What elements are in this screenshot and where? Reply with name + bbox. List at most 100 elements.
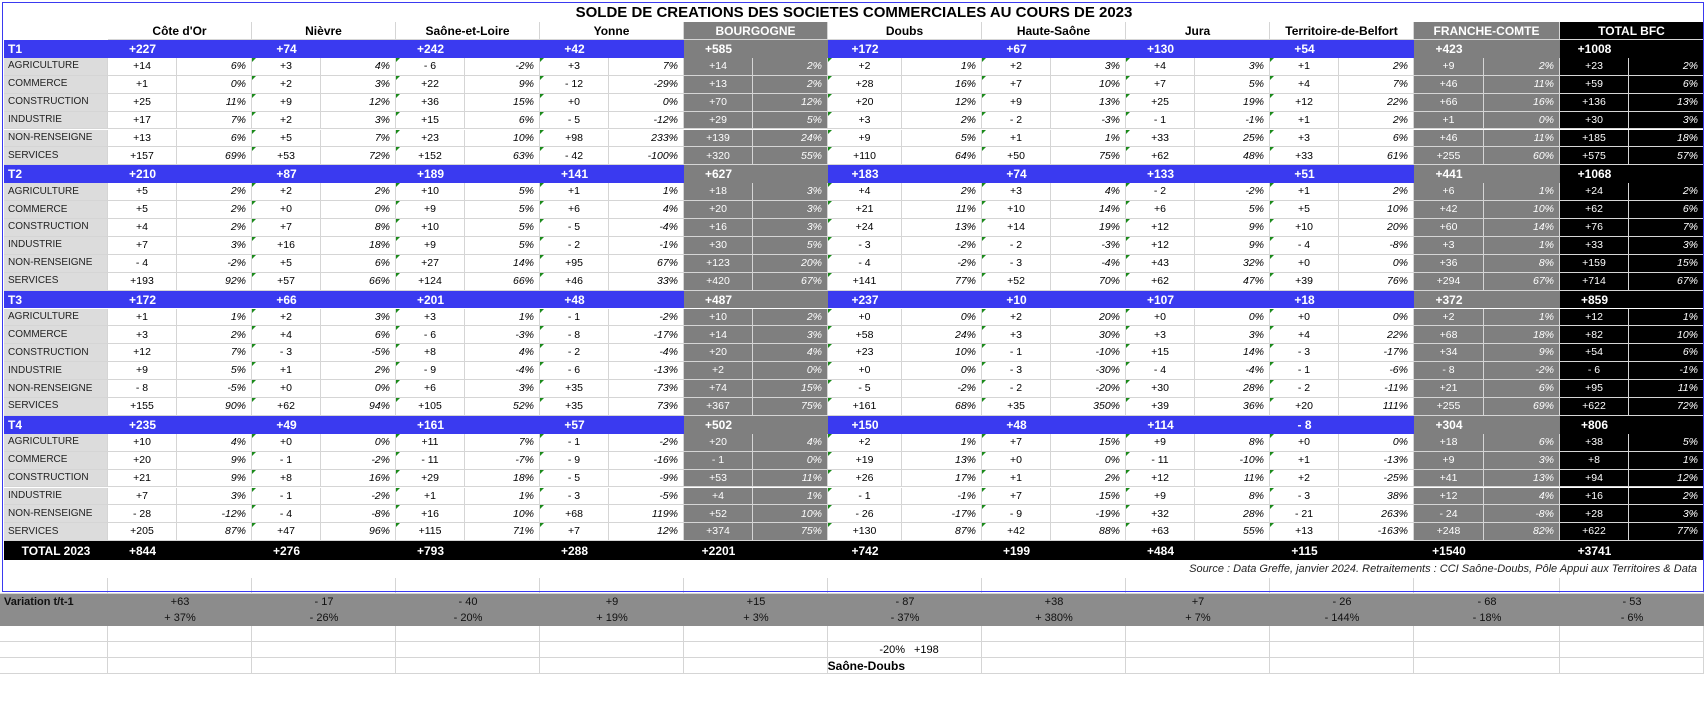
empty-cell[interactable] xyxy=(0,642,108,659)
percent-cell[interactable]: 70% xyxy=(1051,272,1126,291)
value-cell[interactable]: +3 xyxy=(828,111,902,130)
quarter-total-spacer[interactable] xyxy=(1051,165,1126,184)
value-cell[interactable]: +139 xyxy=(684,129,753,148)
percent-cell[interactable]: 5% xyxy=(753,111,828,130)
total-2023-value[interactable]: +115 xyxy=(1270,541,1339,561)
value-cell[interactable]: +5 xyxy=(252,129,321,148)
value-cell[interactable]: - 3 xyxy=(828,236,902,255)
value-cell[interactable]: +24 xyxy=(828,219,902,237)
percent-cell[interactable]: 11% xyxy=(753,469,828,488)
percent-cell[interactable]: 38% xyxy=(1339,487,1414,506)
quarter-total[interactable]: +627 xyxy=(684,165,753,184)
percent-cell[interactable]: 6% xyxy=(321,326,396,345)
quarter-total-spacer[interactable] xyxy=(902,290,982,309)
value-cell[interactable]: +0 xyxy=(982,451,1051,470)
percent-cell[interactable]: 3% xyxy=(1051,57,1126,76)
value-cell[interactable]: +1 xyxy=(1270,451,1339,470)
category-label[interactable]: INDUSTRIE xyxy=(4,236,108,255)
percent-cell[interactable]: 5% xyxy=(1195,75,1270,94)
value-cell[interactable]: +20 xyxy=(684,344,753,363)
value-cell[interactable]: +9 xyxy=(1126,433,1195,452)
percent-cell[interactable]: -17% xyxy=(1339,344,1414,363)
category-label[interactable]: SERVICES xyxy=(4,272,108,291)
value-cell[interactable]: +157 xyxy=(108,147,177,166)
value-cell[interactable]: +74 xyxy=(684,380,753,398)
percent-cell[interactable]: 3% xyxy=(177,236,252,255)
percent-cell[interactable]: 10% xyxy=(1484,201,1560,219)
value-cell[interactable]: +9 xyxy=(396,201,465,219)
percent-cell[interactable]: 6% xyxy=(1484,433,1560,452)
percent-cell[interactable]: -1% xyxy=(1195,111,1270,130)
percent-cell[interactable]: 2% xyxy=(321,362,396,381)
percent-cell[interactable]: -7% xyxy=(465,451,540,470)
empty-cell[interactable] xyxy=(982,658,1126,675)
percent-cell[interactable]: 14% xyxy=(1051,201,1126,219)
percent-cell[interactable]: 13% xyxy=(902,219,982,237)
value-cell[interactable]: - 4 xyxy=(252,505,321,524)
percent-cell[interactable]: 1% xyxy=(753,487,828,506)
quarter-total-spacer[interactable] xyxy=(902,40,982,58)
percent-cell[interactable]: 3% xyxy=(753,219,828,237)
value-cell[interactable]: +0 xyxy=(1270,308,1339,327)
percent-cell[interactable]: 7% xyxy=(1629,219,1704,237)
percent-cell[interactable]: 0% xyxy=(753,362,828,381)
percent-cell[interactable]: 16% xyxy=(321,469,396,488)
value-cell[interactable]: +25 xyxy=(1126,93,1195,112)
value-cell[interactable]: +16 xyxy=(252,236,321,255)
value-cell[interactable]: +255 xyxy=(1414,147,1484,166)
total-2023-value[interactable]: +276 xyxy=(252,541,321,561)
percent-cell[interactable]: 71% xyxy=(465,523,540,542)
percent-cell[interactable]: 0% xyxy=(902,308,982,327)
quarter-total[interactable]: +10 xyxy=(982,290,1051,309)
percent-cell[interactable]: 2% xyxy=(177,326,252,345)
value-cell[interactable]: +0 xyxy=(828,362,902,381)
percent-cell[interactable]: 14% xyxy=(1195,344,1270,363)
value-cell[interactable]: - 42 xyxy=(540,147,609,166)
percent-cell[interactable]: 11% xyxy=(1484,129,1560,148)
percent-cell[interactable]: 7% xyxy=(1339,75,1414,94)
quarter-total-spacer[interactable] xyxy=(753,40,828,58)
value-cell[interactable]: - 2 xyxy=(540,344,609,363)
value-cell[interactable]: +0 xyxy=(1270,254,1339,273)
value-cell[interactable]: - 1 xyxy=(1126,111,1195,130)
category-label[interactable]: AGRICULTURE xyxy=(4,57,108,76)
quarter-label[interactable]: T1 xyxy=(4,40,108,58)
value-cell[interactable]: +7 xyxy=(108,236,177,255)
percent-cell[interactable]: 5% xyxy=(177,362,252,381)
value-cell[interactable]: +4 xyxy=(252,326,321,345)
percent-cell[interactable]: 20% xyxy=(1051,308,1126,327)
value-cell[interactable]: +36 xyxy=(1414,254,1484,273)
category-label[interactable]: SERVICES xyxy=(4,523,108,542)
value-cell[interactable]: - 3 xyxy=(1270,487,1339,506)
value-cell[interactable]: +4 xyxy=(828,183,902,202)
variation-abs[interactable]: +9 xyxy=(540,594,684,611)
value-cell[interactable]: - 12 xyxy=(540,75,609,94)
region-header[interactable]: Territoire-de-Belfort xyxy=(1270,22,1414,40)
quarter-total[interactable]: +49 xyxy=(252,415,321,434)
category-label[interactable]: AGRICULTURE xyxy=(4,308,108,327)
value-cell[interactable]: +10 xyxy=(108,433,177,452)
percent-cell[interactable]: 3% xyxy=(177,487,252,506)
empty-cell[interactable] xyxy=(108,658,252,675)
percent-cell[interactable]: 10% xyxy=(465,129,540,148)
percent-cell[interactable]: -19% xyxy=(1051,505,1126,524)
quarter-total-spacer[interactable] xyxy=(609,165,684,184)
percent-cell[interactable]: 30% xyxy=(1051,326,1126,345)
percent-cell[interactable]: 18% xyxy=(1629,129,1704,148)
percent-cell[interactable]: 2% xyxy=(1339,183,1414,202)
value-cell[interactable]: +46 xyxy=(540,272,609,291)
category-label[interactable]: CONSTRUCTION xyxy=(4,219,108,237)
value-cell[interactable]: +105 xyxy=(396,398,465,416)
region-header[interactable]: FRANCHE-COMTE xyxy=(1414,22,1560,40)
value-cell[interactable]: - 3 xyxy=(1270,344,1339,363)
value-cell[interactable]: +20 xyxy=(684,433,753,452)
value-cell[interactable]: +4 xyxy=(1270,75,1339,94)
empty-cell[interactable] xyxy=(540,578,684,595)
quarter-total[interactable]: +18 xyxy=(1270,290,1339,309)
percent-cell[interactable]: 3% xyxy=(1195,326,1270,345)
total-2023-value[interactable]: +793 xyxy=(396,541,465,561)
percent-cell[interactable]: 6% xyxy=(1484,380,1560,398)
corner-cell[interactable] xyxy=(4,22,108,40)
percent-cell[interactable]: 2% xyxy=(902,111,982,130)
percent-cell[interactable]: 75% xyxy=(753,523,828,542)
